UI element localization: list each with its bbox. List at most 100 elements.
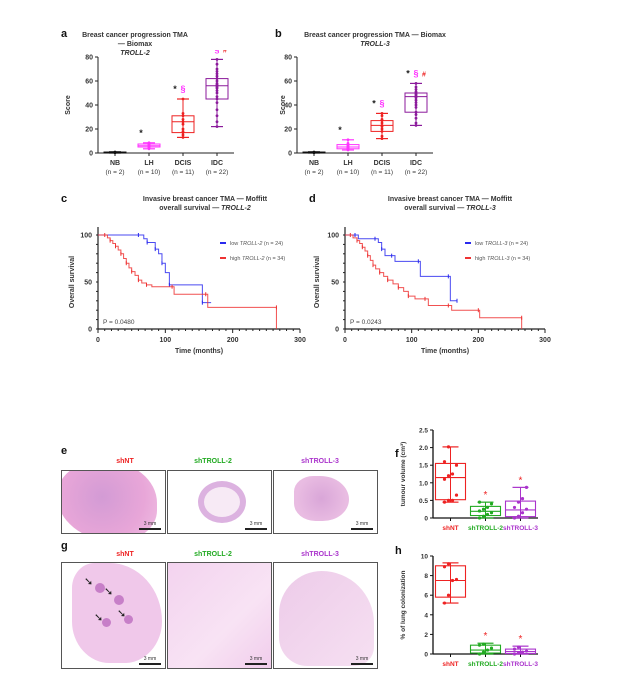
data-point [181,122,185,126]
scale-bar: 3 mm [245,656,267,665]
chart-h-boxplot: 0 2 4 6 8 10 % of lung colonization shNT shTROLL… [400,554,538,669]
p-value: P = 0.0480 [103,319,135,326]
data-point [215,82,219,85]
y-axis-label: Overall survival [314,256,321,308]
data-point [520,497,525,501]
y-tick-label: 1.5 [419,463,428,470]
x-tick-label: IDC [410,160,422,167]
data-point [181,127,185,131]
data-point [414,101,418,104]
data-point [477,516,482,520]
chart-a-title-text: Breast cancer progression TMA — Biomax [82,32,188,48]
panel-label-c: c [61,193,68,205]
y-tick-label: 50 [331,280,339,287]
data-point [215,114,219,118]
scale-bar: 3 mm [351,521,373,530]
data-point [414,88,418,91]
n-label: (n = 11) [371,169,393,176]
y-tick-label: 20 [284,127,292,134]
data-point [524,507,529,511]
y-axis-label: Score [280,95,287,115]
x-tick-label: shTROLL-3 [503,661,538,668]
y-tick-label: 80 [284,55,292,62]
legend-prefix: low [475,241,485,247]
significance-mark: * [338,125,342,135]
data-point [215,97,219,101]
data-point [147,141,151,145]
data-point [215,58,219,61]
e-image-shNT: 3 mm [61,470,166,534]
panel-label-g: g [61,540,68,552]
data-point [446,498,451,502]
scale-bar-label: 3 mm [355,656,369,662]
significance-mark: * [139,128,143,138]
data-point [442,601,447,605]
y-tick-label: 0 [424,516,428,523]
data-point [524,485,529,489]
data-point [380,121,384,125]
g-label-shTROLL2: shTROLL-2 [194,551,232,558]
scale-bar-label: 3 mm [249,521,263,527]
data-point [489,511,494,515]
metastasis-nodule [95,583,105,593]
data-point [215,95,219,98]
data-point [481,507,486,511]
x-tick-label: shTROLL-2 [468,661,503,668]
data-point [516,500,521,504]
x-axis-label: Time (months) [421,348,469,355]
legend-suffix: (n = 24) [262,241,283,247]
y-tick-label: 40 [284,103,292,110]
chart-a-title: Breast cancer progression TMA — Biomax T… [80,31,190,58]
data-point [489,646,494,650]
box [504,500,537,518]
tissue-section [168,563,271,668]
y-axis-label: tumour volume (cm³) [400,442,407,507]
x-tick-label: 200 [227,337,239,344]
x-tick-label: shTROLL-3 [503,525,538,532]
data-point [485,505,490,510]
data-point [442,460,447,464]
data-point [215,77,219,80]
significance-mark: * [519,634,523,645]
data-point [516,645,521,649]
metastasis-nodule [124,615,133,624]
data-point [454,463,459,467]
survival-curve-high [98,234,277,329]
data-point [524,649,529,653]
x-tick-label: 100 [406,337,418,344]
arrow-icon: ➘ [117,608,127,620]
y-tick-label: 50 [84,280,92,287]
panel-label-e: e [61,445,68,457]
data-point [414,82,418,85]
e-label-shTROLL2: shTROLL-2 [194,458,232,465]
y-tick-label: 100 [327,233,339,240]
data-point [346,138,350,142]
e-label-shNT: shNT [116,458,134,465]
data-point [181,130,185,133]
legend-prefix: low [230,241,240,247]
x-tick-label: 200 [472,337,484,344]
data-point [485,512,490,517]
g-image-shNT: ➘ ➘ ➘ ➘ 3 mm [61,562,166,669]
data-point [181,112,185,115]
legend-label-high: high TROLL-2 (n = 34) [230,256,285,262]
box [469,644,502,654]
scale-bar-label: 3 mm [249,656,263,662]
data-point [215,67,219,71]
legend-gene: TROLL-2 [240,241,263,247]
x-tick-label: 0 [96,337,100,344]
chart-d-title-text: Invasive breast cancer TMA — Moffitt [387,196,513,203]
y-tick-label: 0 [335,327,339,334]
data-point [380,134,384,138]
data-point [477,500,482,504]
significance-mark: § [379,98,384,108]
n-label: (n = 2) [305,169,324,176]
y-tick-label: 6 [424,593,428,600]
data-point [181,136,185,139]
data-point [346,142,350,145]
data-point [520,511,525,515]
y-tick-label: 60 [284,79,292,86]
data-point [516,651,521,655]
chart-d-subtitle-prefix: overall survival — [404,205,467,212]
significance-mark: § [413,68,418,78]
